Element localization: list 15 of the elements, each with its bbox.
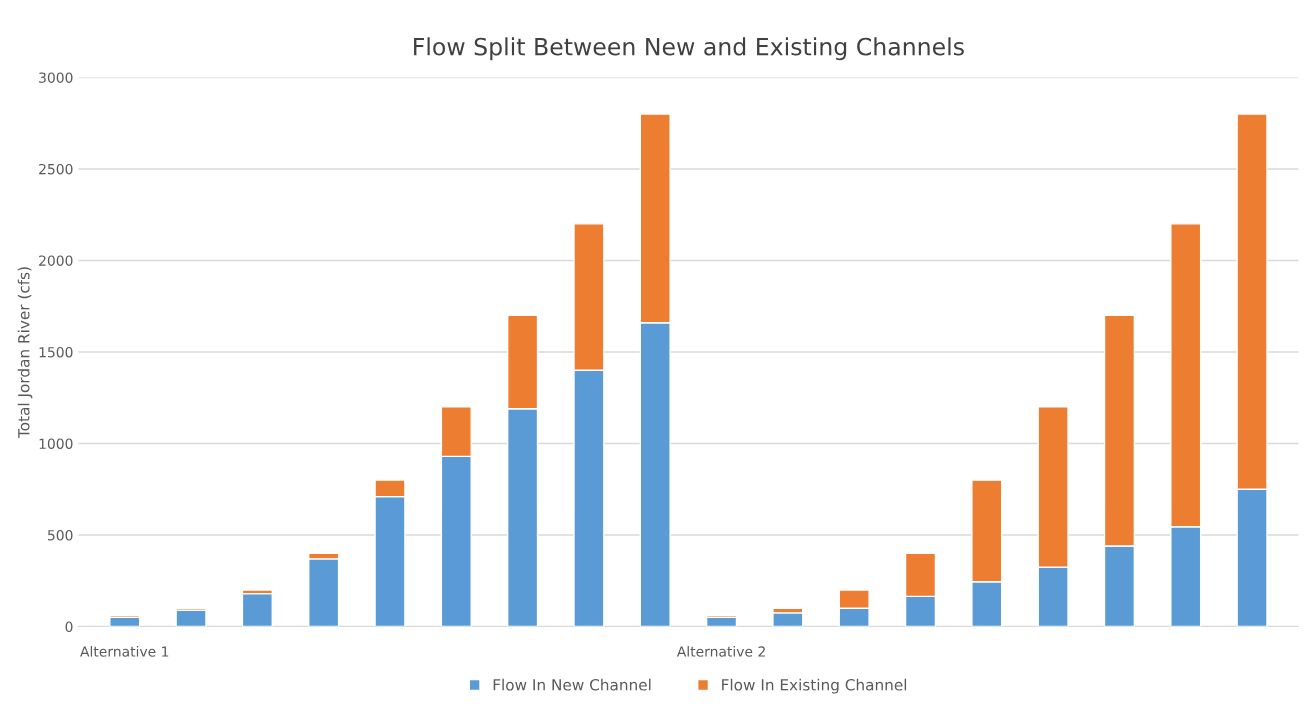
x-tick-label: Alternative 1 xyxy=(80,646,169,657)
legend-label: Flow In Existing Channel xyxy=(722,678,907,694)
y-tick-label: 1500 xyxy=(39,346,73,358)
y-tick-label: 500 xyxy=(48,530,73,541)
y-axis-title: Total Jordan River (cfs) xyxy=(17,267,33,439)
y-tick-label: 1000 xyxy=(39,438,73,449)
bar xyxy=(175,609,207,627)
legend-label: Flow In New Channel xyxy=(493,678,651,691)
y-tick-label: 2500 xyxy=(39,163,73,175)
y-tick-label: 3000 xyxy=(39,72,73,83)
y-tick-label: 0 xyxy=(65,621,73,633)
chart-title: Flow Split Between New and Existing Channels xyxy=(414,37,964,61)
x-tick-label: Alternative 2 xyxy=(676,646,765,657)
y-tick-label: 2000 xyxy=(39,255,73,266)
bar xyxy=(241,592,273,627)
